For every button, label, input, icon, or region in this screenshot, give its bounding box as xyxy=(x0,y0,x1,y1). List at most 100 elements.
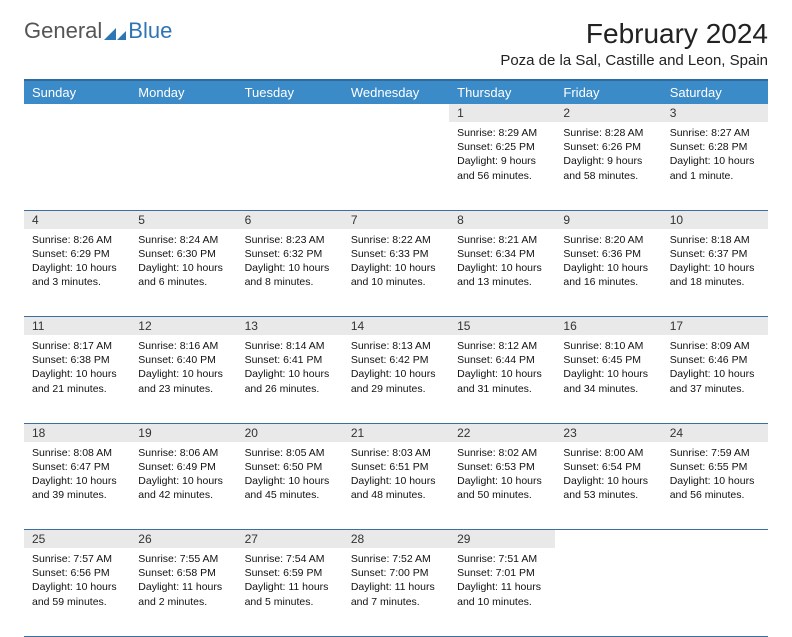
day-content-cell: Sunrise: 8:06 AMSunset: 6:49 PMDaylight:… xyxy=(130,442,236,530)
sunrise-text: Sunrise: 7:54 AM xyxy=(245,552,335,566)
logo-triangle-icon xyxy=(104,22,126,40)
day-number-row: 2526272829 xyxy=(24,530,768,549)
day-content-cell: Sunrise: 8:14 AMSunset: 6:41 PMDaylight:… xyxy=(237,335,343,423)
sunrise-text: Sunrise: 8:27 AM xyxy=(670,126,760,140)
sunset-text: Sunset: 6:42 PM xyxy=(351,353,441,367)
day-content-row: Sunrise: 8:29 AMSunset: 6:25 PMDaylight:… xyxy=(24,122,768,210)
daylight-text: Daylight: 11 hours and 5 minutes. xyxy=(245,580,335,608)
weekday-header: Wednesday xyxy=(343,80,449,104)
logo-text-general: General xyxy=(24,18,102,44)
sunset-text: Sunset: 6:33 PM xyxy=(351,247,441,261)
day-number: 12 xyxy=(138,319,151,333)
day-number-cell: 11 xyxy=(24,317,130,336)
day-number: 1 xyxy=(457,106,464,120)
day-content-cell xyxy=(24,122,130,210)
day-number-cell xyxy=(130,104,236,122)
day-number-cell xyxy=(662,530,768,549)
sunset-text: Sunset: 7:00 PM xyxy=(351,566,441,580)
sunrise-text: Sunrise: 8:22 AM xyxy=(351,233,441,247)
daylight-text: Daylight: 10 hours and 23 minutes. xyxy=(138,367,228,395)
day-number: 11 xyxy=(32,319,44,333)
sunset-text: Sunset: 6:28 PM xyxy=(670,140,760,154)
day-number-row: 18192021222324 xyxy=(24,423,768,442)
day-content-cell xyxy=(237,122,343,210)
day-number-cell: 4 xyxy=(24,210,130,229)
daylight-text: Daylight: 10 hours and 31 minutes. xyxy=(457,367,547,395)
sunset-text: Sunset: 6:34 PM xyxy=(457,247,547,261)
sunrise-text: Sunrise: 8:02 AM xyxy=(457,446,547,460)
sunrise-text: Sunrise: 8:05 AM xyxy=(245,446,335,460)
sunrise-text: Sunrise: 7:51 AM xyxy=(457,552,547,566)
day-content-cell: Sunrise: 8:27 AMSunset: 6:28 PMDaylight:… xyxy=(662,122,768,210)
daylight-text: Daylight: 10 hours and 45 minutes. xyxy=(245,474,335,502)
title-block: February 2024 Poza de la Sal, Castille a… xyxy=(500,18,768,69)
sunset-text: Sunset: 6:51 PM xyxy=(351,460,441,474)
daylight-text: Daylight: 10 hours and 39 minutes. xyxy=(32,474,122,502)
day-number-cell: 13 xyxy=(237,317,343,336)
day-number: 6 xyxy=(245,213,252,227)
sunset-text: Sunset: 6:30 PM xyxy=(138,247,228,261)
day-number: 21 xyxy=(351,426,364,440)
day-content-cell: Sunrise: 8:03 AMSunset: 6:51 PMDaylight:… xyxy=(343,442,449,530)
day-number: 8 xyxy=(457,213,464,227)
daylight-text: Daylight: 10 hours and 3 minutes. xyxy=(32,261,122,289)
day-content-cell: Sunrise: 8:26 AMSunset: 6:29 PMDaylight:… xyxy=(24,229,130,317)
day-number-cell: 8 xyxy=(449,210,555,229)
daylight-text: Daylight: 11 hours and 10 minutes. xyxy=(457,580,547,608)
day-content-cell: Sunrise: 8:08 AMSunset: 6:47 PMDaylight:… xyxy=(24,442,130,530)
sunset-text: Sunset: 7:01 PM xyxy=(457,566,547,580)
day-number: 20 xyxy=(245,426,258,440)
day-number: 24 xyxy=(670,426,683,440)
sunset-text: Sunset: 6:25 PM xyxy=(457,140,547,154)
day-content-cell: Sunrise: 8:10 AMSunset: 6:45 PMDaylight:… xyxy=(555,335,661,423)
day-number-cell: 20 xyxy=(237,423,343,442)
sunset-text: Sunset: 6:50 PM xyxy=(245,460,335,474)
day-number: 25 xyxy=(32,532,45,546)
day-content-cell xyxy=(662,548,768,636)
calendar-table: Sunday Monday Tuesday Wednesday Thursday… xyxy=(24,79,768,637)
day-number: 4 xyxy=(32,213,39,227)
weekday-header: Monday xyxy=(130,80,236,104)
day-content-cell: Sunrise: 8:18 AMSunset: 6:37 PMDaylight:… xyxy=(662,229,768,317)
day-number-cell xyxy=(237,104,343,122)
daylight-text: Daylight: 10 hours and 26 minutes. xyxy=(245,367,335,395)
day-number-row: 1 23 xyxy=(24,104,768,122)
weekday-header: Thursday xyxy=(449,80,555,104)
day-content-cell: Sunrise: 8:16 AMSunset: 6:40 PMDaylight:… xyxy=(130,335,236,423)
day-number: 7 xyxy=(351,213,358,227)
sunset-text: Sunset: 6:58 PM xyxy=(138,566,228,580)
sunrise-text: Sunrise: 8:20 AM xyxy=(563,233,653,247)
daylight-text: Daylight: 10 hours and 42 minutes. xyxy=(138,474,228,502)
day-content-cell xyxy=(130,122,236,210)
daylight-text: Daylight: 10 hours and 56 minutes. xyxy=(670,474,760,502)
day-content-cell: Sunrise: 8:17 AMSunset: 6:38 PMDaylight:… xyxy=(24,335,130,423)
day-number-cell: 26 xyxy=(130,530,236,549)
day-number-cell: 2 xyxy=(555,104,661,122)
daylight-text: Daylight: 9 hours and 58 minutes. xyxy=(563,154,653,182)
sunset-text: Sunset: 6:46 PM xyxy=(670,353,760,367)
weekday-header: Friday xyxy=(555,80,661,104)
day-number: 3 xyxy=(670,106,677,120)
day-content-cell: Sunrise: 8:12 AMSunset: 6:44 PMDaylight:… xyxy=(449,335,555,423)
day-number-cell: 27 xyxy=(237,530,343,549)
sunset-text: Sunset: 6:47 PM xyxy=(32,460,122,474)
day-number-cell xyxy=(555,530,661,549)
day-number-cell: 29 xyxy=(449,530,555,549)
daylight-text: Daylight: 10 hours and 6 minutes. xyxy=(138,261,228,289)
day-number-cell: 5 xyxy=(130,210,236,229)
day-content-cell: Sunrise: 8:28 AMSunset: 6:26 PMDaylight:… xyxy=(555,122,661,210)
sunset-text: Sunset: 6:36 PM xyxy=(563,247,653,261)
weekday-header: Tuesday xyxy=(237,80,343,104)
day-number-cell: 17 xyxy=(662,317,768,336)
sunset-text: Sunset: 6:37 PM xyxy=(670,247,760,261)
location: Poza de la Sal, Castille and Leon, Spain xyxy=(500,52,768,69)
sunset-text: Sunset: 6:45 PM xyxy=(563,353,653,367)
day-number: 16 xyxy=(563,319,576,333)
day-number-cell xyxy=(24,104,130,122)
day-number: 14 xyxy=(351,319,364,333)
day-number: 9 xyxy=(563,213,570,227)
daylight-text: Daylight: 11 hours and 7 minutes. xyxy=(351,580,441,608)
day-number-cell: 10 xyxy=(662,210,768,229)
day-number-cell: 18 xyxy=(24,423,130,442)
month-title: February 2024 xyxy=(500,18,768,50)
